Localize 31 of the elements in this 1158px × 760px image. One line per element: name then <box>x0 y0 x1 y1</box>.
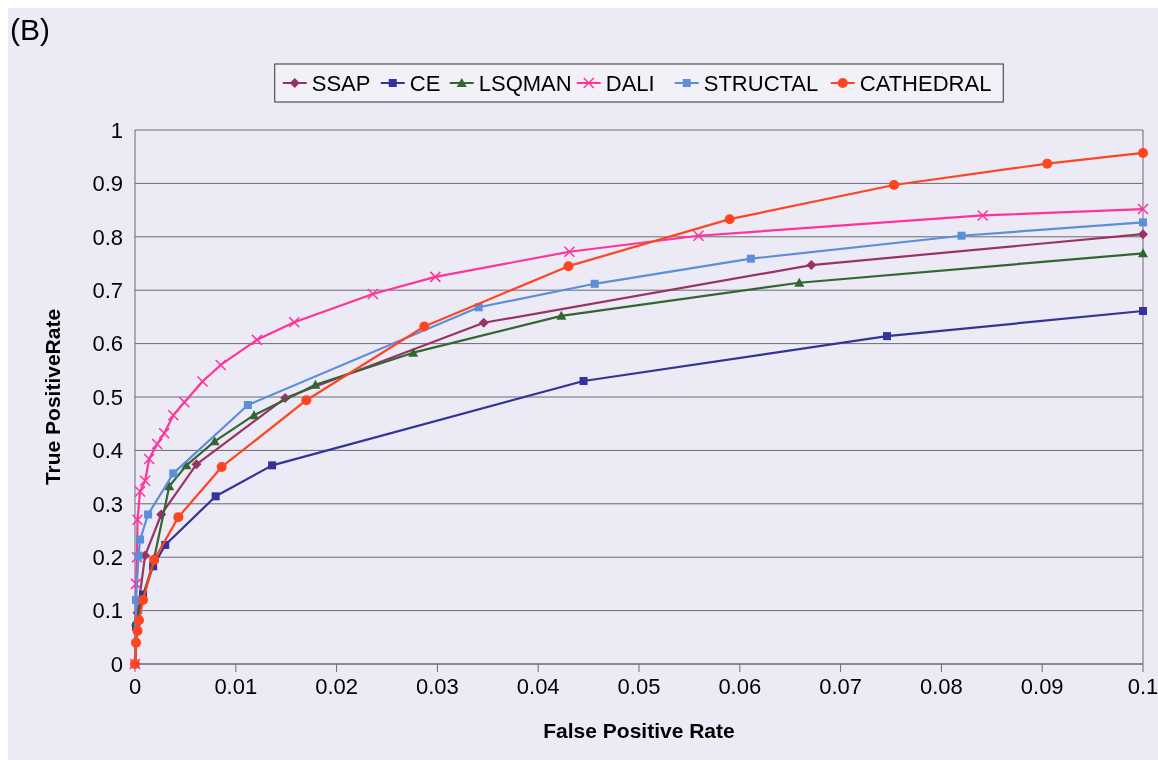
x-tick-label: 0.03 <box>415 674 459 699</box>
y-axis-title: True PositiveRate <box>41 308 64 486</box>
legend-label: STRUCTAL <box>703 70 819 96</box>
y-tick-label: 0.7 <box>92 277 123 303</box>
y-tick-label: 0.3 <box>92 491 123 517</box>
x-tick-label: 0.09 <box>1020 674 1064 699</box>
x-tick-label: 0.01 <box>214 674 258 699</box>
legend-label: CE <box>409 70 441 96</box>
x-tick-label: 0.05 <box>617 674 661 699</box>
y-tick-label: 0.5 <box>92 384 123 410</box>
y-tick-label: 0.1 <box>92 598 123 624</box>
y-tick-label: 0.2 <box>92 544 123 570</box>
x-axis-title: False Positive Rate <box>543 719 735 742</box>
text: (B) <box>10 13 50 46</box>
x-tick-label: 0.08 <box>919 674 963 699</box>
y-tick-label: 0.9 <box>92 171 123 197</box>
legend-label: SSAP <box>311 70 371 96</box>
y-tick-label: 0.6 <box>92 331 123 357</box>
legend-label: LSQMAN <box>478 70 572 96</box>
y-tick-label: 0.8 <box>92 224 123 250</box>
x-tick-label: 0.04 <box>516 674 560 699</box>
y-tick-label: 1 <box>110 117 123 143</box>
x-tick-label: 0.1 <box>1127 674 1158 699</box>
y-tick-label: 0.4 <box>92 438 123 464</box>
x-tick-label: 0.06 <box>718 674 762 699</box>
y-tick-label: 0 <box>110 651 123 677</box>
legend-label: CATHEDRAL <box>859 70 992 96</box>
x-tick-label: 0.02 <box>315 674 359 699</box>
legend-label: DALI <box>605 70 655 96</box>
x-tick-label: 0 <box>128 674 142 699</box>
x-tick-label: 0.07 <box>819 674 863 699</box>
